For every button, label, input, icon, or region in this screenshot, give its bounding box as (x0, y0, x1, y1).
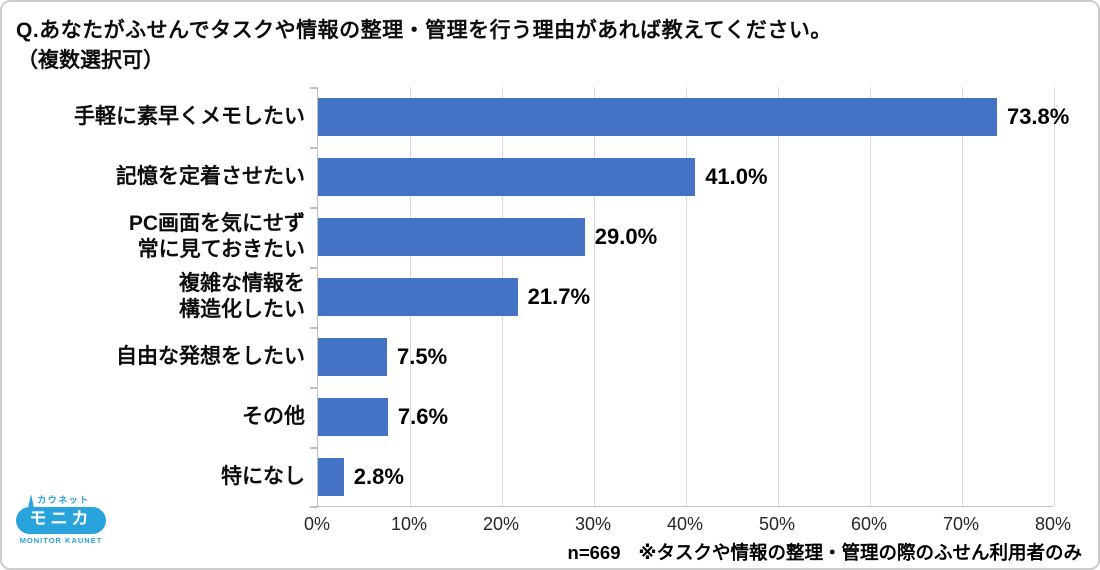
kaunet-monika-logo: カウネット モニカ MONITOR KAUNET (16, 491, 106, 545)
category-label: 複雑な情報を 構造化したい (179, 271, 305, 321)
category-label: 記憶を定着させたい (116, 164, 305, 188)
bar (318, 278, 518, 316)
note-text: ※タスクや情報の整理・管理の際のふせん利用者のみ (638, 542, 1083, 563)
gridline (778, 87, 779, 506)
x-tick-label: 80% (1034, 514, 1072, 534)
value-label: 7.5% (397, 344, 448, 369)
logo-pill: モニカ (16, 507, 106, 534)
logo-kaunet-text: カウネット (37, 495, 90, 505)
bar (318, 398, 388, 436)
x-tick-label: 0% (303, 514, 331, 534)
logo-bubble-tail-icon (28, 494, 35, 508)
axis-tick (310, 447, 318, 449)
category-axis: 手軽に素早くメモしたい記憶を定着させたい PC画面を気にせず 常に見ておきたい複雑… (2, 87, 305, 507)
plot-area: 73.8% 41.0% 29.0% 21.7% 7.5% 7.6% 2.8% (310, 87, 1069, 508)
x-tick-label: 20% (482, 514, 520, 534)
logo-header: カウネット (12, 491, 106, 508)
x-tick-label: 60% (850, 514, 888, 534)
value-label: 41.0% (705, 164, 768, 189)
gridline (962, 87, 963, 506)
sample-size: n=669 (567, 542, 621, 563)
x-tick-label: 10% (390, 514, 428, 534)
category-label: 特になし (221, 464, 305, 488)
axis-tick (310, 267, 318, 269)
chart-subtitle: （複数選択可） (17, 49, 164, 72)
category-label: その他 (242, 404, 305, 428)
bar (318, 338, 387, 376)
axis-tick (310, 147, 318, 149)
value-label: 73.8% (1006, 104, 1070, 129)
x-tick-label: 40% (666, 514, 704, 534)
value-label: 7.6% (397, 404, 449, 429)
value-label: 21.7% (527, 284, 591, 309)
gridline (686, 87, 687, 506)
axis-tick (310, 506, 318, 508)
logo-monika-text: モニカ (29, 509, 93, 528)
x-axis: 0% 10% 20% 30% 40% 50% 60% 70% 80% (304, 514, 1071, 538)
gridline (870, 87, 871, 506)
logo-english-text: MONITOR KAUNET (19, 535, 103, 545)
axis-tick (310, 327, 318, 329)
gridline (594, 87, 595, 506)
bar (318, 458, 344, 496)
category-label: 手軽に素早くメモしたい (74, 104, 305, 128)
value-label: 2.8% (353, 464, 404, 489)
bar (318, 218, 585, 256)
value-label: 29.0% (594, 224, 658, 249)
axis-tick (310, 87, 318, 89)
x-tick-label: 70% (942, 514, 980, 534)
bar (318, 98, 997, 136)
x-tick-label: 50% (758, 514, 796, 534)
axis-tick (310, 207, 318, 209)
gridline (1054, 87, 1055, 506)
chart-title: Q.あなたがふせんでタスクや情報の整理・管理を行う理由があれば教えてください。 (16, 19, 832, 42)
bar (318, 158, 696, 196)
footnote: n=669 ※タスクや情報の整理・管理の際のふせん利用者のみ (568, 539, 1082, 565)
x-tick-label: 30% (574, 514, 612, 534)
axis-tick (310, 387, 318, 389)
category-label: 自由な発想をしたい (116, 344, 305, 368)
category-label: PC画面を気にせず 常に見ておきたい (128, 211, 305, 261)
